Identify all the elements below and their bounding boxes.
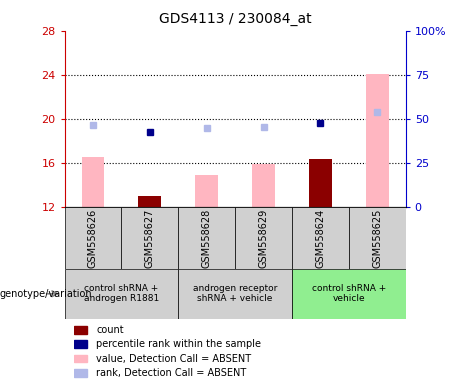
Bar xyxy=(292,207,349,269)
Bar xyxy=(138,196,161,207)
Bar xyxy=(65,269,178,319)
Bar xyxy=(74,369,87,377)
Text: count: count xyxy=(96,325,124,335)
Text: control shRNA +
vehicle: control shRNA + vehicle xyxy=(312,284,386,303)
Bar xyxy=(366,74,389,207)
Text: GSM558629: GSM558629 xyxy=(259,209,269,268)
Bar xyxy=(235,207,292,269)
Text: GSM558626: GSM558626 xyxy=(88,209,98,268)
Text: GSM558624: GSM558624 xyxy=(315,209,325,268)
Text: GSM558625: GSM558625 xyxy=(372,209,382,268)
Bar xyxy=(82,157,104,207)
Text: androgen receptor
shRNA + vehicle: androgen receptor shRNA + vehicle xyxy=(193,284,278,303)
Bar xyxy=(74,340,87,348)
Bar xyxy=(252,164,275,207)
Bar xyxy=(65,207,121,269)
Bar xyxy=(178,207,235,269)
Text: control shRNA +
androgen R1881: control shRNA + androgen R1881 xyxy=(84,284,159,303)
Bar xyxy=(309,159,332,207)
Text: rank, Detection Call = ABSENT: rank, Detection Call = ABSENT xyxy=(96,368,247,378)
Text: GSM558628: GSM558628 xyxy=(201,209,212,268)
Bar xyxy=(349,207,406,269)
Bar xyxy=(74,355,87,362)
Text: genotype/variation: genotype/variation xyxy=(0,289,93,299)
Bar xyxy=(121,207,178,269)
Text: GSM558627: GSM558627 xyxy=(145,209,155,268)
Bar xyxy=(292,269,406,319)
Title: GDS4113 / 230084_at: GDS4113 / 230084_at xyxy=(159,12,312,25)
Text: value, Detection Call = ABSENT: value, Detection Call = ABSENT xyxy=(96,354,252,364)
Text: percentile rank within the sample: percentile rank within the sample xyxy=(96,339,261,349)
Bar xyxy=(178,269,292,319)
Bar xyxy=(74,326,87,333)
Bar xyxy=(195,175,218,207)
